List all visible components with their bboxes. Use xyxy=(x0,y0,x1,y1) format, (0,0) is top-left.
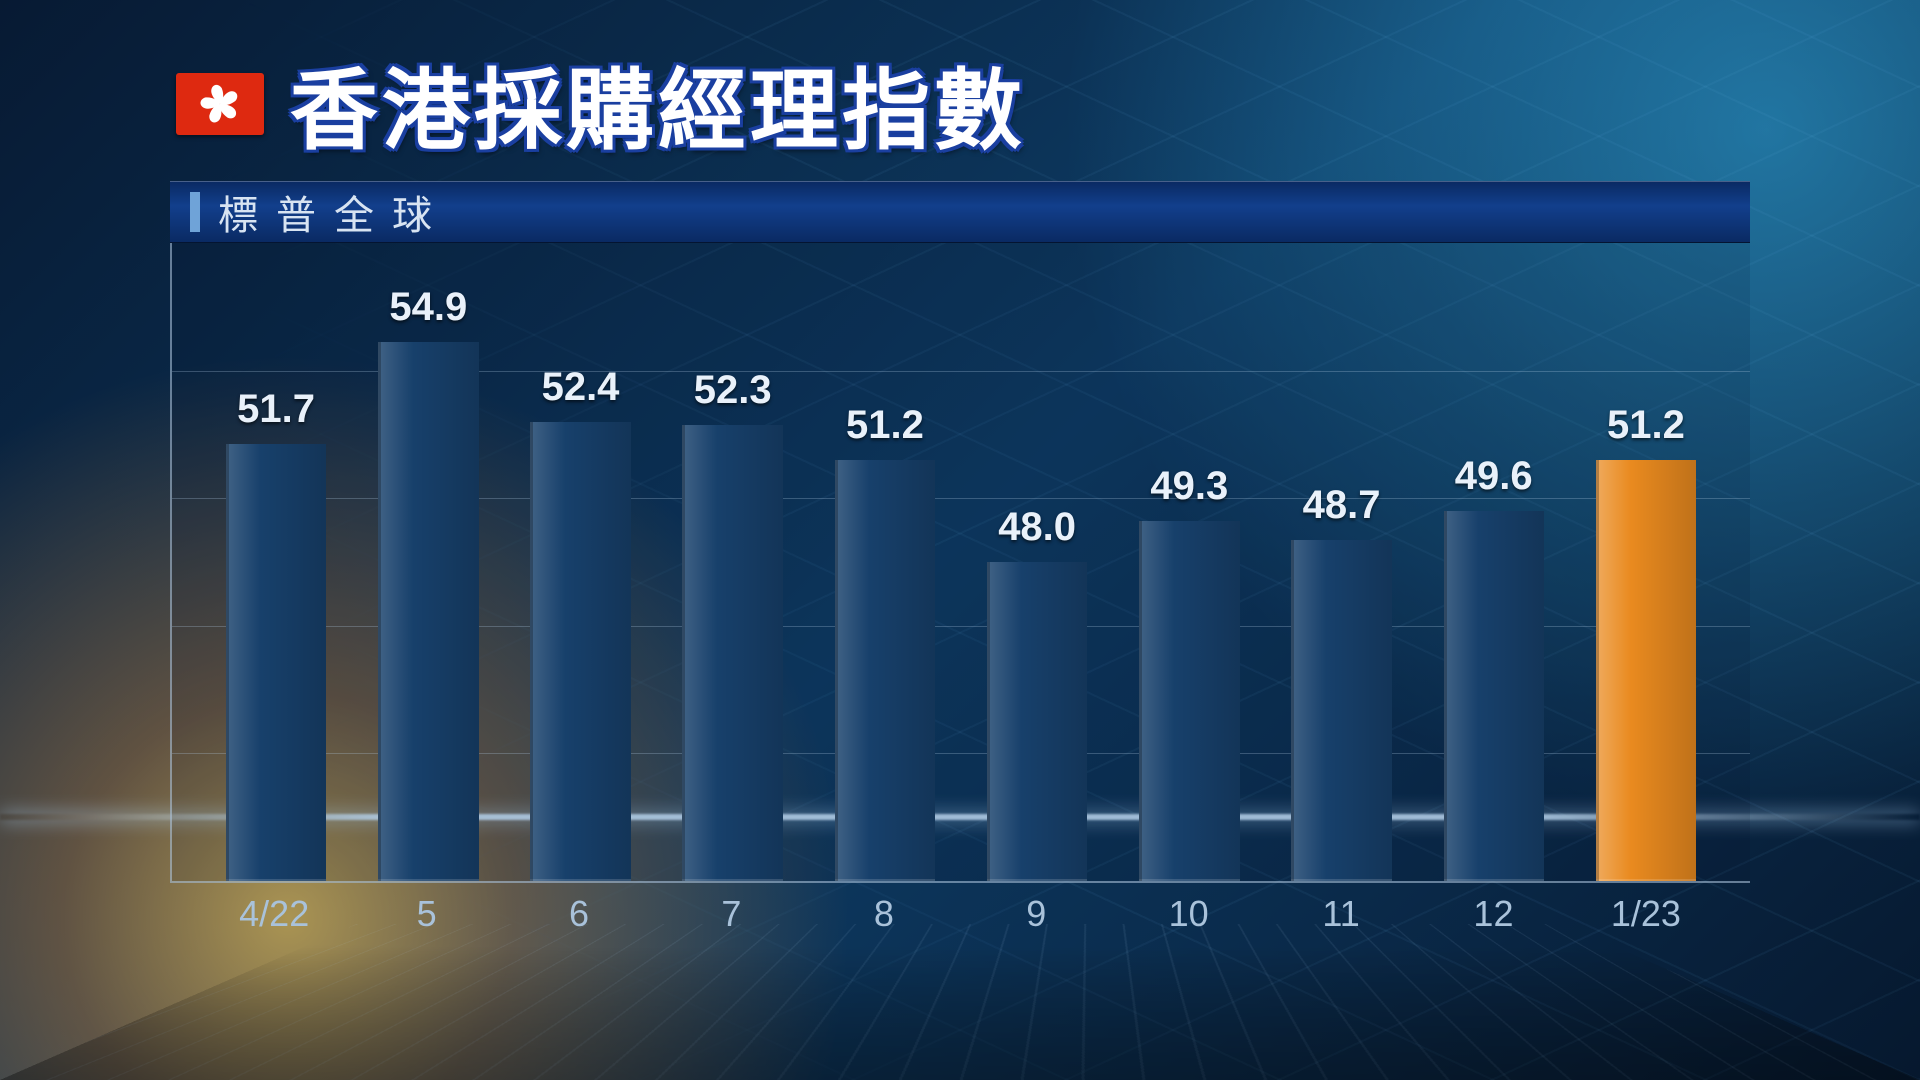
bar xyxy=(987,562,1087,881)
bar-chart-plot: 51.7 54.9 52.4 52.3 51.2 48.0 49.3 48.7 49.6 51.2 xyxy=(170,243,1750,883)
x-tick-label: 7 xyxy=(655,893,807,935)
bar-value-label: 51.7 xyxy=(237,387,315,432)
x-tick-label: 6 xyxy=(503,893,655,935)
bar-wrap: 54.9 xyxy=(352,243,504,881)
x-tick-label: 8 xyxy=(808,893,960,935)
x-tick-label: 10 xyxy=(1112,893,1264,935)
bar-wrap: 48.0 xyxy=(961,243,1113,881)
bar-value-label: 48.0 xyxy=(998,505,1076,550)
bar-value-label: 51.2 xyxy=(1607,403,1685,448)
bar-wrap: 52.3 xyxy=(657,243,809,881)
x-axis-labels: 4/22567891011121/23 xyxy=(170,883,1750,935)
x-tick-label: 1/23 xyxy=(1570,893,1722,935)
bar xyxy=(226,444,326,881)
bauhinia-icon xyxy=(197,81,243,127)
chart-panel: 香港採購經理指數 標普全球 51.7 54.9 52.4 52.3 51.2 48.0 49… xyxy=(170,40,1750,880)
x-tick-label: 5 xyxy=(350,893,502,935)
chart-title: 香港採購經理指數 xyxy=(290,40,1026,167)
bar-value-label: 54.9 xyxy=(389,285,467,330)
bars-container: 51.7 54.9 52.4 52.3 51.2 48.0 49.3 48.7 49.6 51.2 xyxy=(172,243,1750,881)
bar-value-label: 51.2 xyxy=(846,403,924,448)
subtitle-label: 標普全球 xyxy=(218,183,450,241)
bar-value-label: 52.3 xyxy=(694,368,772,413)
subtitle-tick-icon xyxy=(190,192,200,232)
x-tick-label: 12 xyxy=(1417,893,1569,935)
bar xyxy=(835,460,935,881)
bar xyxy=(1291,540,1391,881)
bar xyxy=(378,342,478,881)
bar-wrap: 51.2 xyxy=(809,243,961,881)
bar xyxy=(682,425,782,881)
hk-flag-icon xyxy=(176,73,264,135)
bar-highlight xyxy=(1596,460,1696,881)
bar-value-label: 48.7 xyxy=(1303,483,1381,528)
bar xyxy=(1444,511,1544,881)
x-tick-label: 9 xyxy=(960,893,1112,935)
title-row: 香港採購經理指數 xyxy=(170,40,1750,167)
bar-wrap: 51.7 xyxy=(200,243,352,881)
subtitle-band: 標普全球 xyxy=(170,181,1750,243)
bar-wrap: 51.2 xyxy=(1570,243,1722,881)
bar-wrap: 49.6 xyxy=(1418,243,1570,881)
bar xyxy=(530,422,630,881)
bar-value-label: 49.6 xyxy=(1455,454,1533,499)
bar-wrap: 52.4 xyxy=(504,243,656,881)
x-tick-label: 11 xyxy=(1265,893,1417,935)
bar-wrap: 49.3 xyxy=(1113,243,1265,881)
x-tick-label: 4/22 xyxy=(198,893,350,935)
bar-value-label: 52.4 xyxy=(542,365,620,410)
bar xyxy=(1139,521,1239,881)
bar-wrap: 48.7 xyxy=(1265,243,1417,881)
bar-value-label: 49.3 xyxy=(1150,464,1228,509)
